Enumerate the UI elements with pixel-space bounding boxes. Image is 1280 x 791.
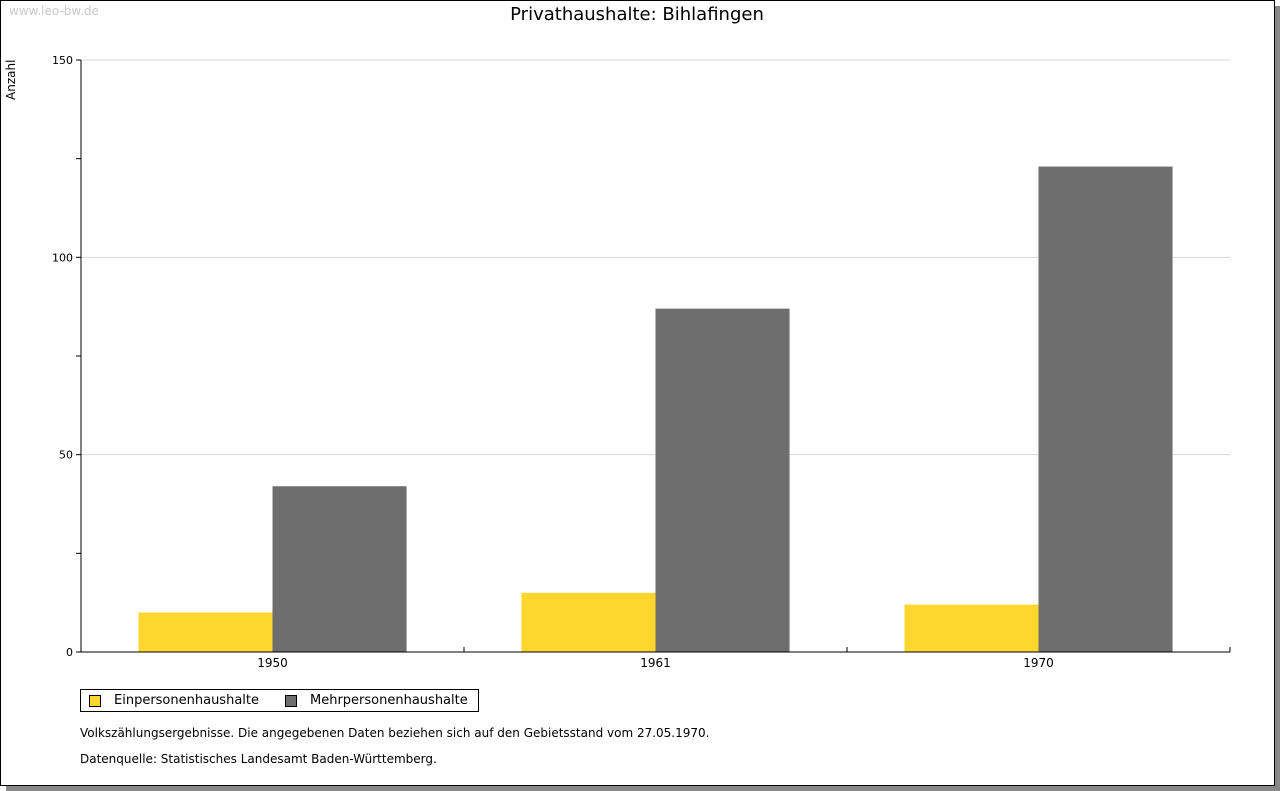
chart-plot: 0 50 100 150 1950 1961 1970: [52, 54, 1231, 670]
note-source: Datenquelle: Statistisches Landesamt Bad…: [80, 752, 437, 766]
legend-swatch-mehrpersonen: [285, 694, 297, 707]
bar-mehrpersonenhaushalte-1950: [272, 486, 407, 652]
y-tick-label: 150: [52, 54, 73, 67]
x-tick-label: 1970: [1023, 656, 1054, 670]
y-tick-label: 0: [66, 646, 73, 659]
y-tick-label: 100: [52, 251, 73, 264]
bar-einpersonenhaushalte-1950: [138, 612, 273, 652]
bar-mehrpersonenhaushalte-1970: [1038, 166, 1173, 652]
legend-label-einpersonen: Einpersonenhaushalte: [114, 693, 259, 708]
y-tick-label: 50: [59, 449, 73, 462]
note-census: Volkszählungsergebnisse. Die angegebenen…: [80, 726, 710, 740]
x-tick-label: 1950: [257, 656, 288, 670]
x-tick-label: 1961: [640, 656, 671, 670]
chart-title: Privathaushalte: Bihlafingen: [510, 4, 764, 25]
legend-swatch-einpersonen: [89, 694, 101, 707]
bar-einpersonenhaushalte-1961: [521, 592, 656, 652]
watermark: www.leo-bw.de: [9, 4, 99, 18]
legend: Einpersonenhaushalte Mehrpersonenhaushal…: [80, 689, 479, 712]
bar-einpersonenhaushalte-1970: [904, 604, 1039, 652]
legend-label-mehrpersonen: Mehrpersonenhaushalte: [310, 693, 468, 708]
bar-mehrpersonenhaushalte-1961: [655, 308, 790, 652]
